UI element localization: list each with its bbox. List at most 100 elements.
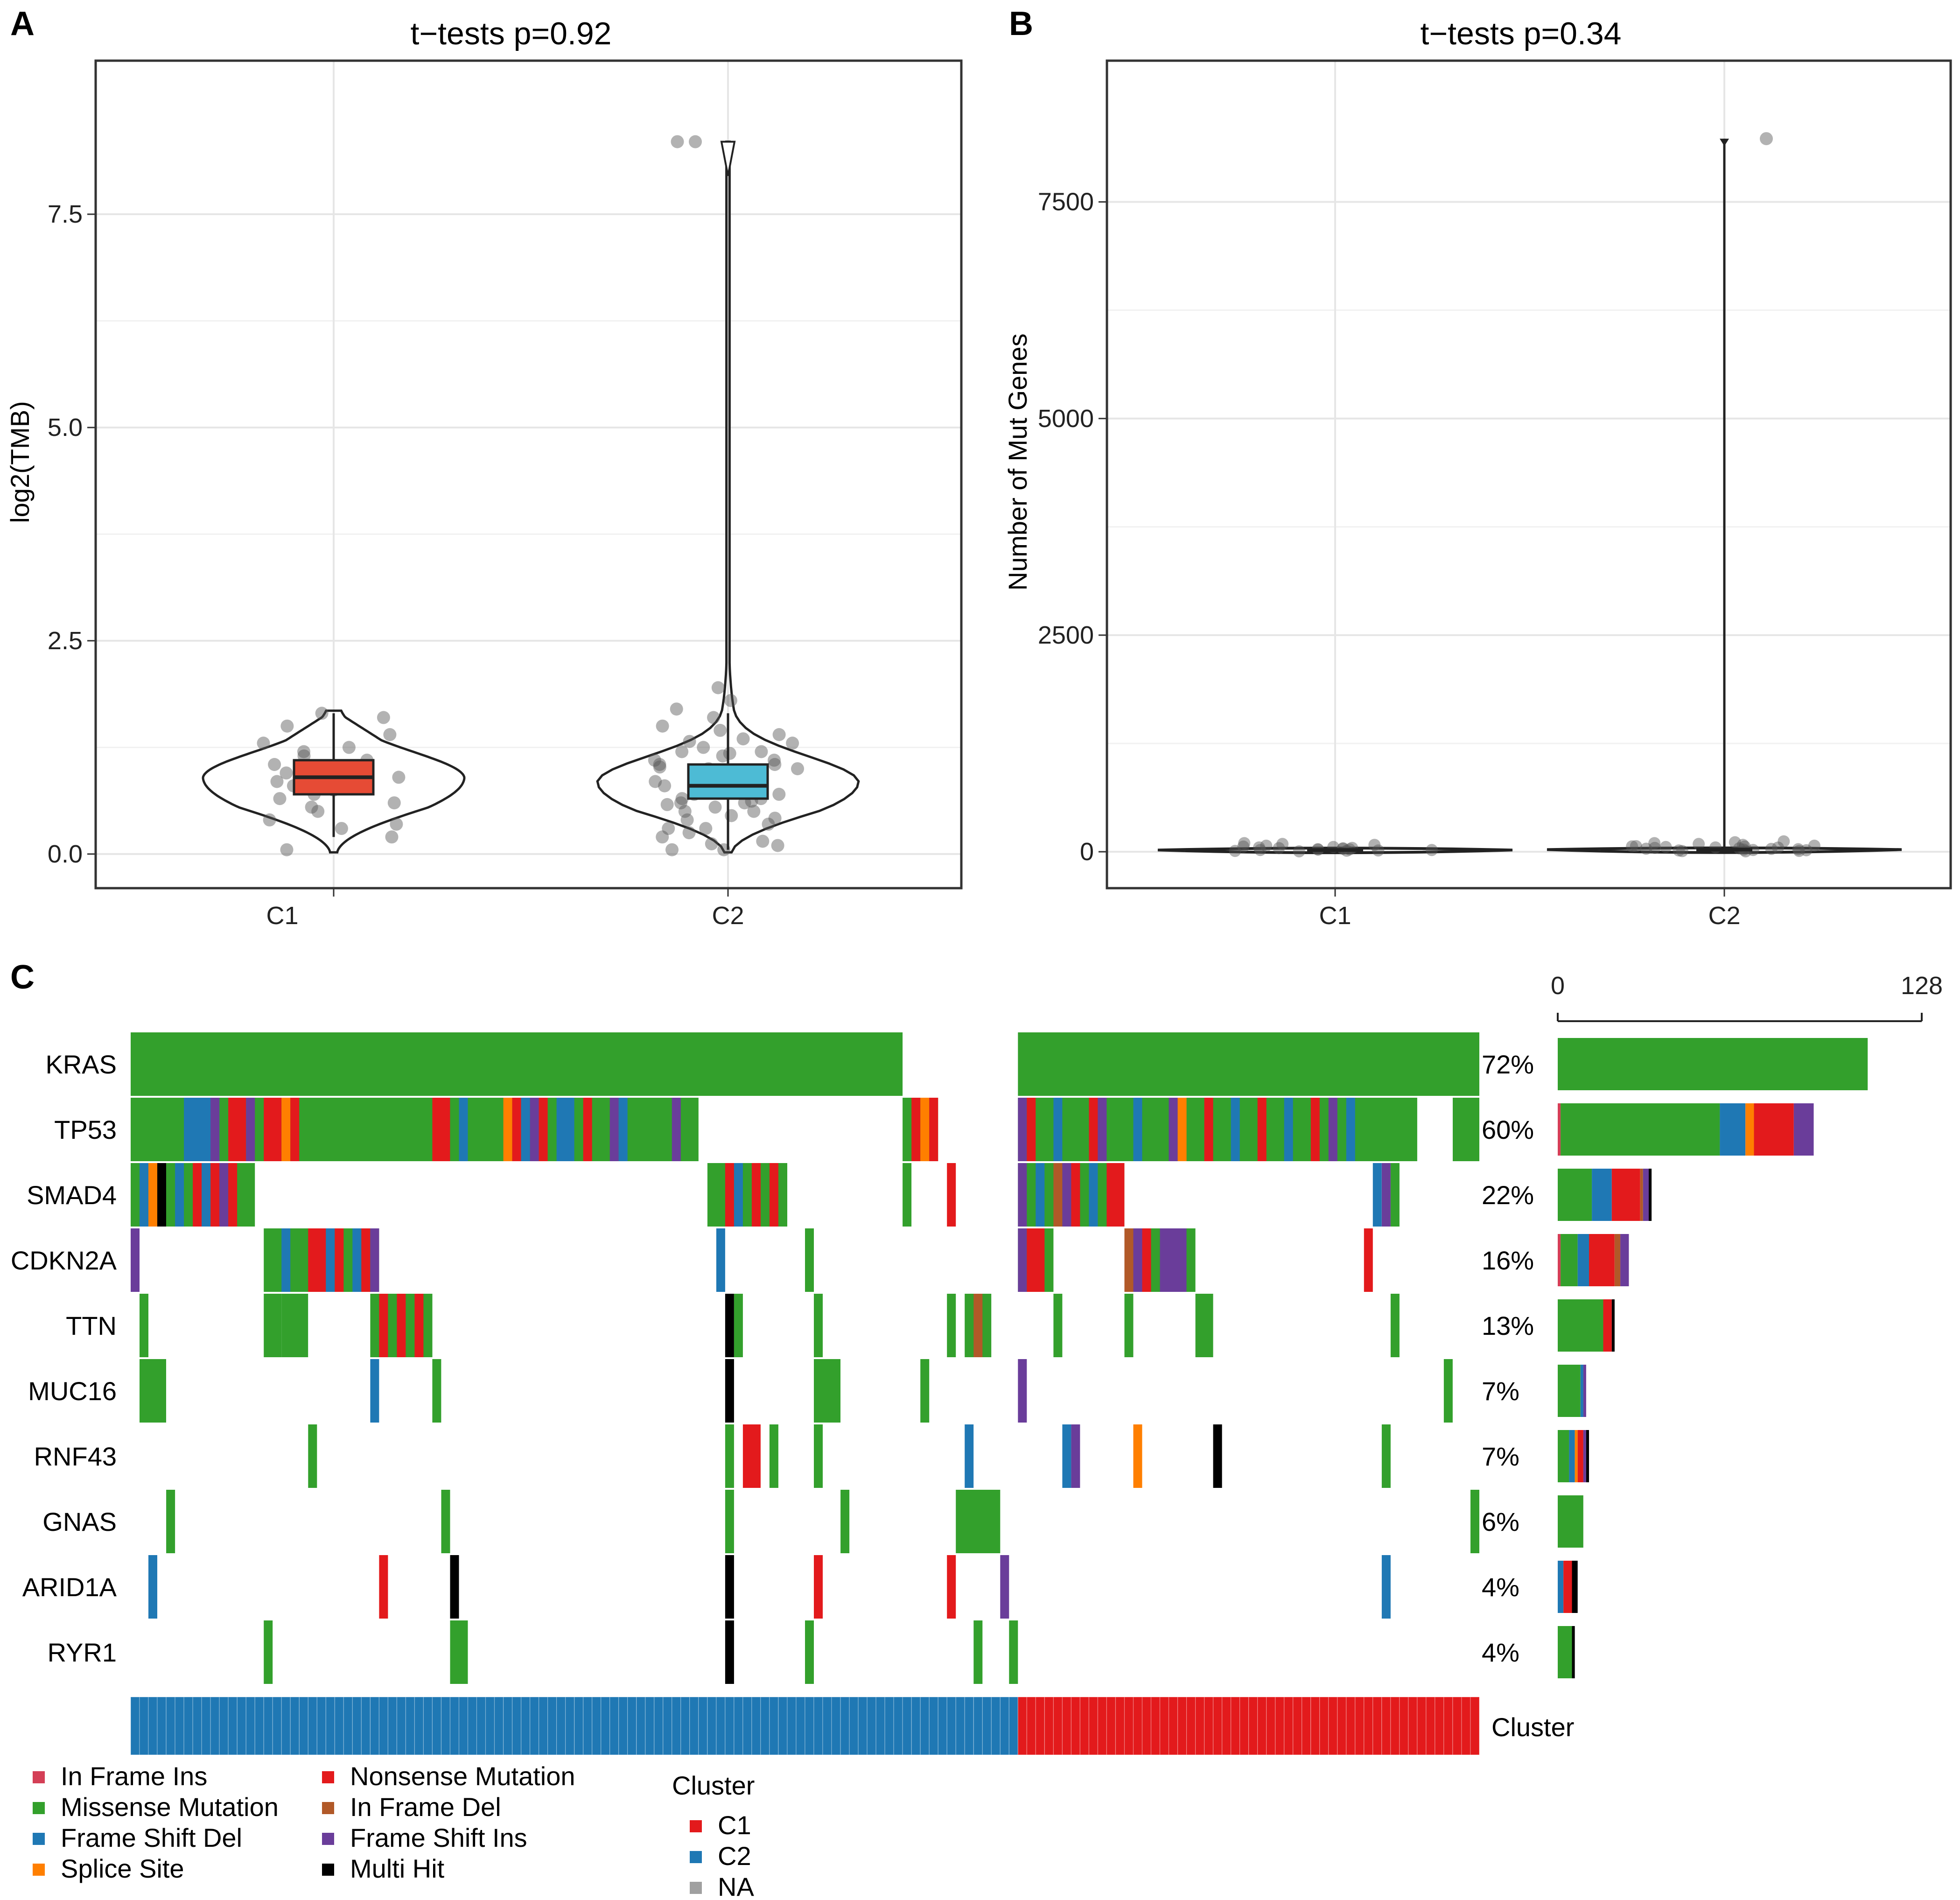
panel-a-c2-data-point [768,753,781,767]
mutation-cell-tp53 [503,1098,512,1161]
mutation-cell-smad4 [1106,1163,1125,1227]
gene-label-ryr1: RYR1 [48,1638,117,1667]
cluster-cell-c2 [272,1697,282,1755]
cluster-cell-c2 [920,1697,930,1755]
gene-percent-ttn: 13% [1482,1311,1534,1340]
cluster-cell-c2 [449,1697,460,1755]
cluster-cell-c1 [1364,1697,1373,1755]
mutation-cell-smad4 [157,1163,166,1227]
mutation-cell-ttn [397,1294,406,1357]
panel-a-c2-data-point [665,843,679,856]
cluster-cell-c2 [760,1697,770,1755]
cluster-cell-c1 [1390,1697,1400,1755]
cluster-cell-c1 [1213,1697,1223,1755]
mutation-cell-arid1a [379,1555,388,1619]
panel-a-c2-data-point [725,809,738,822]
gene-bar-arid1a-segment [1572,1561,1578,1613]
mutation-cell-arid1a [1000,1555,1009,1619]
panel-b-c2-data-point [1772,841,1785,854]
mutation-cell-ttn [379,1294,388,1357]
panel-b-c2-data-point [1648,837,1661,849]
panel-a-c2-data-point [683,735,696,748]
mutation-cell-cdkn2a [1133,1228,1142,1292]
panel-b-c2-data-point [1673,844,1685,857]
mutation-cell-tp53 [1018,1098,1027,1161]
mutation-cell-tp53 [1284,1098,1293,1161]
cluster-cell-c1 [1177,1697,1187,1755]
mutation-cell-kras [1018,1032,1479,1096]
panel-a-title: t−tests p=0.92 [411,16,612,51]
gene-bar-cdkn2a-segment [1558,1234,1561,1286]
mutation-cell-tp53 [264,1098,282,1161]
cluster-cell-c2 [867,1697,876,1755]
gene-label-muc16: MUC16 [28,1376,117,1406]
cluster-cell-c2 [556,1697,566,1755]
panel-b-c1-data-point [1260,840,1273,852]
panel-a-y-axis-title: log2(TMB) [5,401,35,523]
cluster-cell-c1 [1302,1697,1311,1755]
panel-b-c1-data-point [1254,844,1267,856]
panel-a-c2-data-point [747,805,761,818]
cluster-cell-c2 [299,1697,308,1755]
cluster-cell-c1 [1044,1697,1054,1755]
gene-percent-ryr1: 4% [1482,1638,1519,1667]
gene-bar-tp53-segment [1558,1103,1561,1156]
cluster-cell-c2 [130,1697,140,1755]
gene-label-rnf43: RNF43 [34,1442,117,1471]
panel-b-c2-data-point [1765,842,1778,855]
cluster-cell-c2 [938,1697,947,1755]
mutation-cell-tp53 [530,1098,539,1161]
panel-letter-a: A [10,5,35,42]
cluster-cell-c2 [946,1697,956,1755]
mutation-cell-rnf43 [1213,1424,1222,1488]
panel-a-c2-data-point [658,779,672,792]
mutation-cell-rnf43 [769,1424,778,1488]
mutation-cell-cdkn2a [1027,1228,1045,1292]
mutation-cell-smad4 [769,1163,778,1227]
bar-axis-label-max: 128 [1901,972,1943,1000]
mutation-cell-tp53 [1328,1098,1337,1161]
mutation-cell-tp53 [131,1098,699,1161]
panel-a-x-tick-c1: C1 [266,902,298,930]
mutation-cell-smad4 [1381,1163,1391,1227]
panel-b-chart: t−tests p=0.34 Number of Mut Genes C1 C2… [1003,16,1952,930]
mutation-cell-ttn [264,1294,282,1357]
mutation-cell-smad4 [1071,1163,1080,1227]
gene-bar-ryr1-segment [1572,1626,1575,1678]
panel-a-c2-data-point [705,837,718,850]
cluster-cell-c1 [1053,1697,1063,1755]
mutation-cell-tp53 [210,1098,220,1161]
panel-a-c1-data-point [390,817,403,831]
cluster-cell-c1 [1186,1697,1196,1755]
panel-a-c2-data-point [724,694,737,707]
panel-b-plot-border [1106,59,1952,890]
legend-multi-hit-swatch [322,1864,334,1876]
gene-bar-tp53-segment [1793,1103,1814,1156]
cluster-cell-c2 [511,1697,522,1755]
legend-nonsense-mutation-swatch [322,1771,334,1783]
cluster-cell-c2 [840,1697,850,1755]
legend-missense-mutation-swatch [33,1802,45,1814]
mutation-cell-ttn [947,1294,956,1357]
panel-b-c2-data-point [1640,842,1652,855]
mutation-cell-rnf43 [1133,1424,1142,1488]
cluster-cell-c2 [618,1697,628,1755]
cluster-cell-c2 [672,1697,681,1755]
cluster-cell-c1 [1399,1697,1409,1755]
panel-a-c2-data-point [756,834,770,848]
cluster-cell-c2 [875,1697,885,1755]
panel-a-c1-data-point [270,775,284,788]
mutation-cell-smad4 [175,1163,184,1227]
panel-a-c2-data-point [648,753,661,767]
gene-bar-cdkn2a-segment [1561,1234,1578,1286]
gene-bar-arid1a-segment [1558,1561,1564,1613]
mutation-cell-ryr1 [805,1620,814,1684]
cluster-cell-c2 [1008,1697,1018,1755]
cluster-cell-c1 [1150,1697,1161,1755]
panel-a-c2-data-point [671,135,684,148]
gene-label-smad4: SMAD4 [27,1180,117,1210]
gene-bar-rnf43-segment [1569,1430,1575,1482]
mutation-cell-tp53 [1310,1098,1320,1161]
panel-a-c2-data-point [736,732,750,746]
